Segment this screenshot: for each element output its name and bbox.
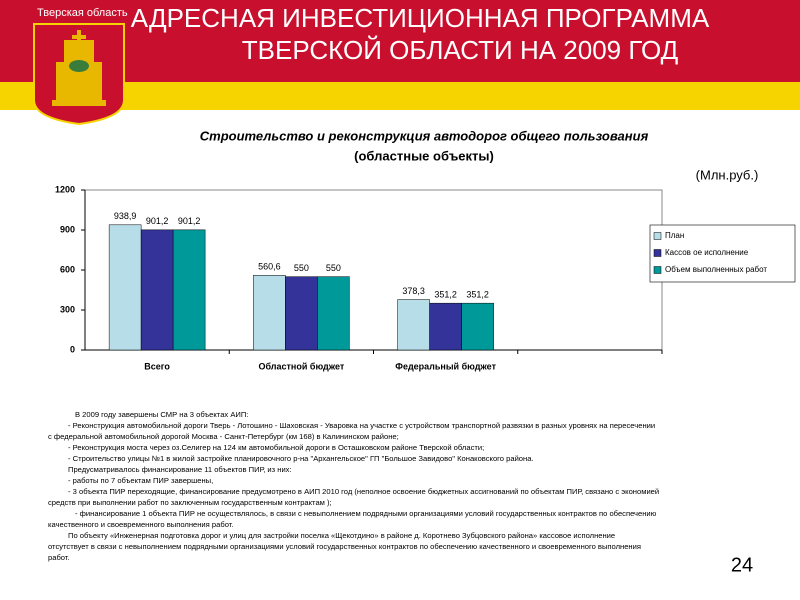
- page-number: 24: [731, 554, 753, 576]
- legend-label: План: [665, 231, 684, 240]
- y-tick-label: 600: [60, 264, 75, 274]
- bar: [253, 275, 286, 351]
- bar: [108, 224, 142, 351]
- value-label: 351,2: [466, 290, 489, 300]
- value-label: 560,6: [258, 262, 281, 272]
- slide-title: ТВЕРСКОЙ ОБЛАСТИ НА 2009 ГОД: [242, 35, 679, 65]
- y-tick-label: 0: [70, 344, 75, 354]
- body-text: В 2009 году завершены СМР на 3 объектах …: [75, 410, 248, 419]
- body-text: работ.: [48, 553, 70, 562]
- body-text: - Реконструкция моста через оз.Селигер н…: [68, 443, 484, 452]
- body-text: - Реконструкция автомобильной дороги Тве…: [68, 421, 655, 430]
- body-text: отсутствует в связи с невыполнением подр…: [48, 542, 641, 551]
- legend: [649, 224, 796, 283]
- value-label: 351,2: [434, 290, 457, 300]
- chart-subtitle: (областные объекты): [354, 148, 494, 163]
- value-label: 901,2: [178, 216, 201, 226]
- bar: [461, 302, 494, 351]
- value-label: 938,9: [114, 211, 137, 221]
- bar: [429, 302, 462, 351]
- value-label: 378,3: [402, 286, 425, 296]
- value-label: 901,2: [146, 216, 169, 226]
- y-tick-label: 900: [60, 224, 75, 234]
- legend-swatch: [653, 266, 662, 274]
- x-tick-label: Всего: [144, 361, 170, 371]
- bar: [397, 299, 430, 351]
- legend-label: Объем выполненных работ: [665, 265, 767, 274]
- body-text: средств при выполнении работ по заключен…: [48, 498, 332, 507]
- x-tick-label: Областной бюджет: [258, 361, 344, 371]
- bar: [317, 276, 350, 351]
- legend-swatch: [653, 249, 662, 257]
- body-text: - 3 объекта ПИР переходящие, финансирова…: [68, 487, 659, 496]
- legend-label: Кассов ое исполнение: [665, 248, 749, 257]
- x-tick-label: Федеральный бюджет: [395, 361, 496, 371]
- body-text: - работы по 7 объектам ПИР завершены,: [68, 476, 213, 485]
- value-label: 550: [326, 263, 341, 273]
- chart-title: Строительство и реконструкция автодорог …: [200, 128, 649, 143]
- unit-note: (Млн.руб.): [696, 167, 759, 182]
- body-text: Предусматривалось финансирование 11 объе…: [68, 465, 292, 474]
- region-name: Тверская область: [37, 7, 128, 19]
- header-band: [0, 0, 800, 82]
- bar: [140, 229, 174, 351]
- body-text: - финансирование 1 объекта ПИР не осущес…: [75, 509, 657, 518]
- body-text: - Строительство улицы №1 в жилой застрой…: [68, 454, 534, 463]
- body-text: с федеральной автомобильной дорогой Моск…: [48, 432, 399, 441]
- bar: [172, 229, 206, 351]
- slide-title: АДРЕСНАЯ ИНВЕСТИЦИОННАЯ ПРОГРАММА: [131, 3, 710, 33]
- coat-of-arms: [33, 23, 125, 126]
- y-tick-label: 1200: [55, 184, 75, 194]
- y-tick-label: 300: [60, 304, 75, 314]
- value-label: 550: [294, 263, 309, 273]
- bar: [285, 276, 318, 351]
- header-stripe: [0, 82, 800, 110]
- body-text: качественного и своевременного выполнени…: [48, 520, 234, 529]
- body-text: По объекту «Инженерная подготовка дорог …: [68, 531, 615, 540]
- legend-swatch: [653, 232, 662, 240]
